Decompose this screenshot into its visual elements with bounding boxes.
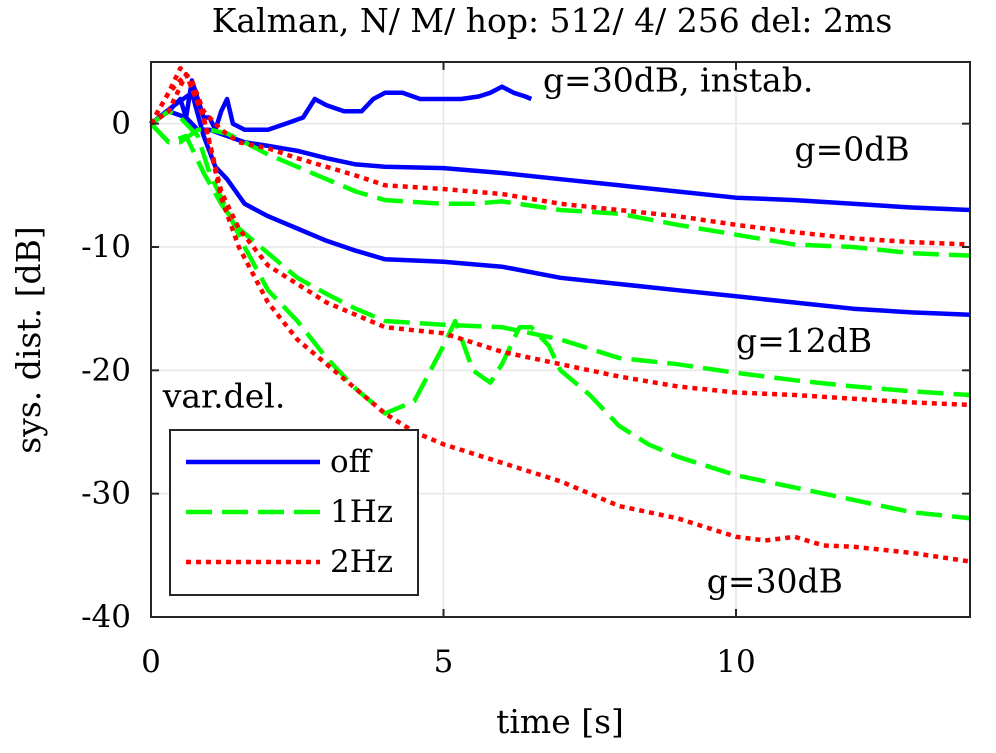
x-tick-label: 10 (716, 644, 755, 680)
y-tick-label: -40 (81, 599, 131, 635)
annotation-label: g=0dB (795, 130, 910, 169)
x-tick-label: 0 (141, 644, 161, 680)
annotations: g=30dB, instab. g=0dB g=12dB g=30dB var.del. (162, 61, 910, 601)
x-tick-label: 5 (434, 644, 454, 680)
y-tick-label: 0 (111, 106, 131, 142)
annotation-label: g=12dB (736, 321, 872, 360)
legend-label: off (330, 444, 373, 480)
series-line (149, 122, 971, 398)
legend: off 1Hz 2Hz (169, 429, 419, 596)
tick-labels: 0 5 10 0 -10 -20 -30 -40 (81, 106, 756, 680)
y-tick-label: -10 (81, 229, 131, 265)
chart-title: Kalman, N/ M/ hop: 512/ 4/ 256 del: 2ms (212, 1, 893, 40)
legend-label: 1Hz (330, 494, 393, 530)
y-tick-label: -20 (81, 352, 131, 388)
series-line (149, 72, 971, 564)
series-layer (149, 65, 971, 564)
annotation-label: g=30dB (707, 561, 843, 600)
plot-frame (150, 61, 971, 618)
series-line (149, 109, 971, 521)
legend-label: 2Hz (330, 544, 393, 580)
annotation-label: g=30dB, instab. (543, 61, 813, 100)
ticks (150, 62, 970, 618)
series-line (149, 122, 971, 258)
x-axis-label: time [s] (496, 702, 624, 741)
annotation-label: var.del. (162, 376, 286, 415)
y-tick-label: -30 (81, 476, 131, 512)
y-axis-label: sys. dist. [dB] (9, 226, 48, 453)
